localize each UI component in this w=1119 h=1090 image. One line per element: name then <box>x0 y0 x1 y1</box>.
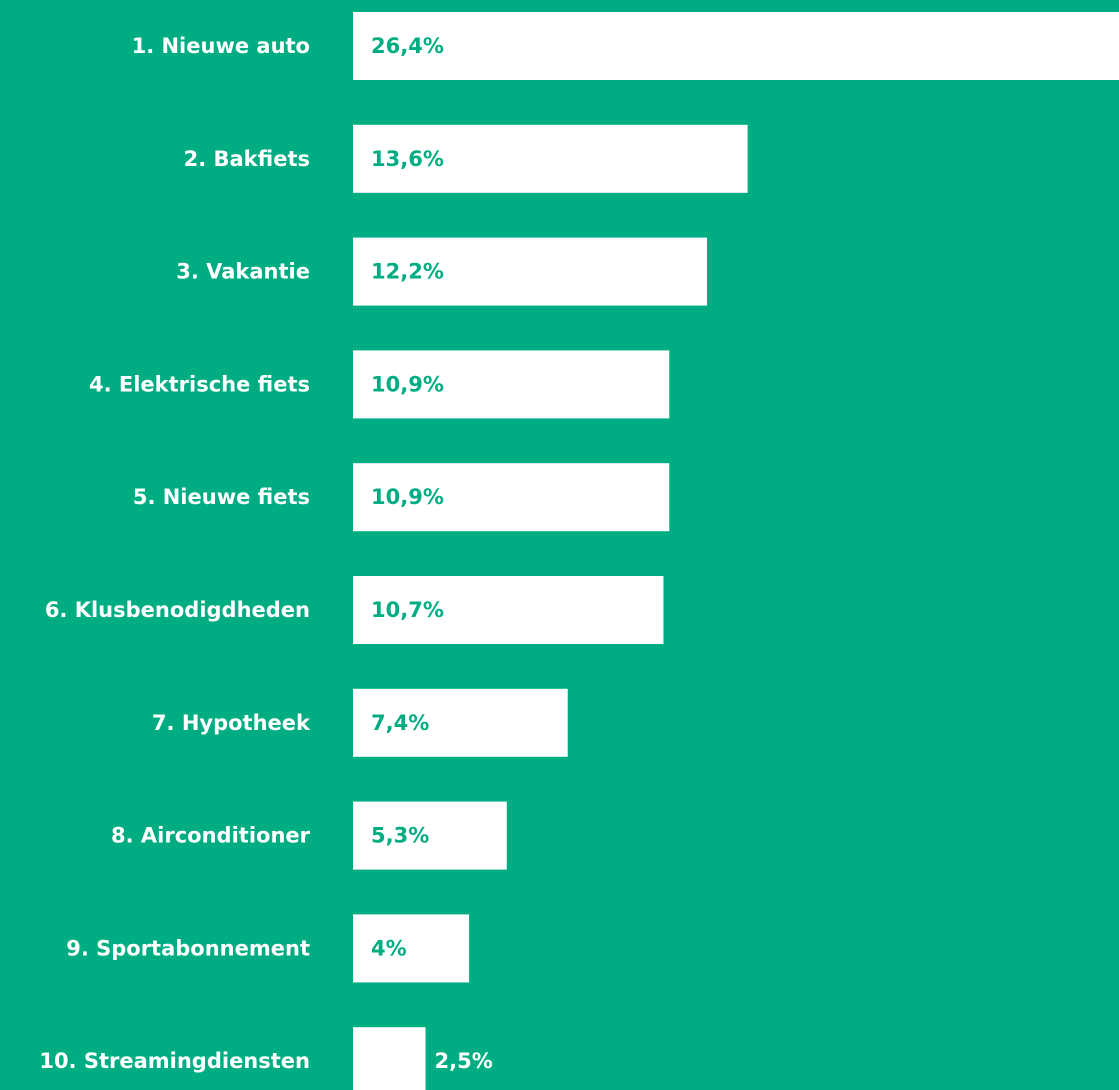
value-label: 7,4% <box>371 711 429 735</box>
bar <box>353 12 1119 80</box>
category-label: 6. Klusbenodigdheden <box>45 598 310 622</box>
category-label: 8. Airconditioner <box>111 824 311 848</box>
bar <box>353 688 568 757</box>
category-label: 3. Vakantie <box>176 260 310 284</box>
bar <box>353 576 664 644</box>
value-label: 26,4% <box>371 34 444 58</box>
value-label: 5,3% <box>371 824 429 848</box>
value-label: 2,5% <box>435 1049 493 1073</box>
value-label: 4% <box>371 936 407 960</box>
value-label: 12,2% <box>371 260 444 284</box>
bar <box>353 350 670 419</box>
category-label: 7. Hypotheek <box>152 711 311 735</box>
category-label: 5. Nieuwe fiets <box>133 485 310 509</box>
bar <box>353 1027 426 1090</box>
category-label: 4. Elektrische fiets <box>89 372 310 396</box>
bar <box>353 124 748 193</box>
category-label: 9. Sportabonnement <box>66 936 310 960</box>
category-label: 2. Bakfiets <box>184 147 310 171</box>
value-label: 10,7% <box>371 598 444 622</box>
value-label: 10,9% <box>371 372 444 396</box>
bar <box>353 237 707 306</box>
bar <box>353 914 470 983</box>
category-label: 1. Nieuwe auto <box>132 34 310 58</box>
bar <box>353 801 507 870</box>
bar <box>353 463 670 532</box>
value-label: 10,9% <box>371 485 444 509</box>
value-label: 13,6% <box>371 147 444 171</box>
category-label: 10. Streamingdiensten <box>39 1049 310 1073</box>
